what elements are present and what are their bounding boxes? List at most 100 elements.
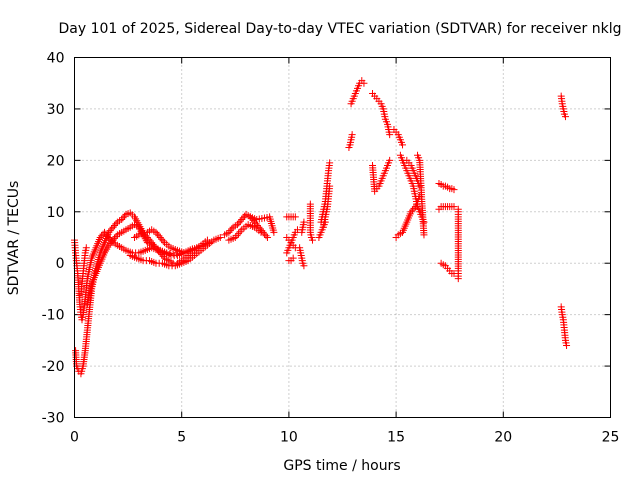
data-point [112, 233, 120, 241]
data-point [253, 222, 261, 229]
x-axis-label: GPS time / hours [283, 458, 400, 474]
y-tick-label: 0 [56, 256, 65, 272]
series-track-22 [369, 90, 394, 139]
data-point [348, 131, 356, 139]
data-point [321, 218, 329, 226]
series-track-10 [283, 213, 299, 221]
data-point [300, 218, 308, 226]
data-point [159, 252, 167, 260]
series-track-6 [77, 244, 90, 298]
data-point [233, 221, 241, 229]
data-point [261, 230, 269, 238]
series-track-23 [369, 156, 394, 195]
data-point [118, 216, 126, 223]
data-point [156, 234, 164, 241]
y-tick-label: -30 [42, 411, 65, 427]
y-tick-label: 10 [47, 205, 65, 221]
y-tick-label: 40 [47, 51, 65, 67]
series-track-16 [306, 200, 316, 244]
series-track-34 [557, 303, 571, 349]
x-tick-label: 25 [602, 430, 620, 446]
data-point [216, 234, 224, 241]
series-track-30 [435, 203, 458, 213]
data-point [326, 159, 334, 167]
series-track-12 [283, 234, 299, 252]
series-track-21 [347, 77, 368, 108]
series-track-28 [414, 151, 428, 239]
data-point [111, 234, 119, 242]
data-point [450, 186, 458, 194]
data-point [252, 220, 260, 228]
data-point [450, 203, 458, 211]
data-point [108, 238, 116, 246]
x-tick-label: 5 [177, 430, 186, 446]
data-point [360, 79, 368, 87]
data-point [454, 275, 462, 283]
data-point [108, 225, 116, 233]
data-point [238, 216, 246, 223]
data-point [159, 237, 167, 245]
series-track-3 [83, 221, 196, 308]
grid [74, 57, 611, 418]
x-tick-label: 15 [387, 430, 405, 446]
x-tick-label: 20 [494, 430, 512, 446]
series-track-24 [390, 126, 407, 149]
data-point [308, 236, 316, 244]
data-point [563, 342, 571, 349]
data-point [263, 234, 271, 241]
data-point [407, 208, 415, 216]
data-point [235, 230, 243, 238]
data-point [236, 217, 244, 225]
data-point [561, 113, 569, 121]
data-point [153, 230, 161, 238]
series-track-14 [296, 244, 308, 270]
y-tick-label: -20 [42, 359, 65, 375]
data-point [236, 228, 244, 236]
series-track-29 [435, 180, 458, 194]
data-point [178, 248, 186, 256]
x-tick-label: 0 [70, 430, 79, 446]
data-point [109, 223, 117, 231]
data-point [163, 249, 171, 257]
data-point [158, 235, 166, 243]
data-point [82, 244, 90, 252]
x-tick-label: 10 [280, 430, 298, 446]
data-point [416, 182, 424, 190]
data-point [228, 225, 236, 233]
data-point [155, 232, 163, 240]
data-point [105, 241, 113, 249]
data-point [166, 249, 174, 257]
series-track-13 [285, 254, 297, 265]
data-point [239, 214, 247, 222]
data-point [270, 228, 278, 236]
data-point [109, 236, 117, 244]
data-point [386, 156, 394, 164]
data-point [410, 204, 418, 212]
series-track-5 [131, 226, 186, 256]
data-point [262, 232, 270, 240]
series-track-15 [298, 218, 308, 236]
data-point [386, 131, 394, 139]
data-point [105, 228, 113, 236]
series-track-9 [246, 213, 278, 236]
series-track-31 [437, 259, 458, 277]
series-track-11 [283, 226, 301, 257]
data-point [257, 228, 265, 236]
data-point [106, 227, 114, 235]
series-track-7 [221, 210, 271, 241]
series-track-20 [345, 131, 356, 151]
series-track-4 [126, 234, 224, 270]
y-tick-label: 30 [47, 102, 65, 118]
data-point [188, 245, 196, 253]
data-point [152, 228, 160, 236]
y-tick-label: -10 [42, 308, 65, 324]
data-point [291, 213, 299, 221]
series-track-19 [315, 218, 329, 241]
data-points [71, 77, 571, 378]
plot-frame [74, 57, 611, 418]
data-point [119, 214, 127, 222]
series-track-8 [225, 221, 265, 244]
data-point [409, 206, 417, 214]
data-point [111, 222, 119, 229]
y-axis-label: SDTVAR / TECUs [6, 181, 22, 296]
